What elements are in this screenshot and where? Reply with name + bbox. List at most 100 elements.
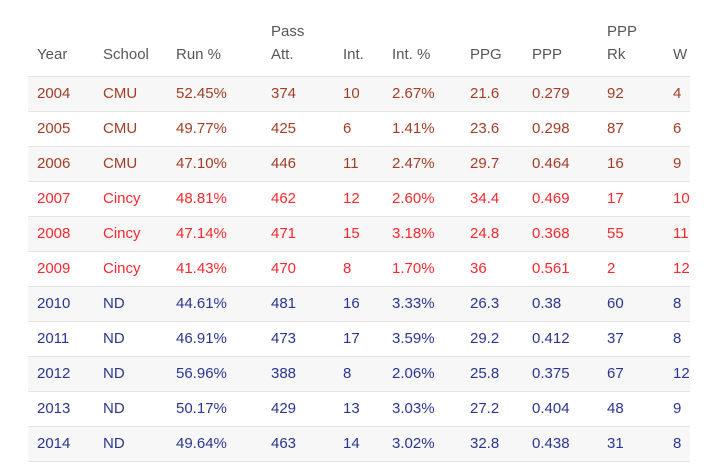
table-cell: 463 [262, 426, 334, 462]
table-cell: 2009 [28, 251, 94, 287]
header-row: Year School Run % Pass Att. Int. Int. % PPG PPP… [28, 20, 690, 77]
column-header: Year [28, 20, 94, 77]
table-cell: 2.60% [383, 181, 461, 217]
table-row: 2011 ND 46.91% 473 17 3.59% 29.2 0.412 37 8 [28, 321, 690, 357]
table-cell: 2004 [28, 76, 94, 112]
table-cell: 0.298 [523, 111, 598, 147]
table-cell: 2012 [28, 356, 94, 392]
table-cell: ND [94, 286, 167, 322]
table-cell: 429 [262, 391, 334, 427]
table-cell: Cincy [94, 251, 167, 287]
table-cell: 2 [598, 251, 664, 287]
table-row: 2009 Cincy 41.43% 470 8 1.70% 36 0.561 2 12 [28, 251, 690, 287]
table-cell: 12 [334, 181, 383, 217]
table-cell: 6 [664, 111, 690, 147]
table-cell: 2011 [28, 321, 94, 357]
table-cell: 10 [664, 181, 690, 217]
table-cell: 2007 [28, 181, 94, 217]
table-cell: 6 [334, 111, 383, 147]
table-cell: 8 [334, 356, 383, 392]
table-row: 2005 CMU 49.77% 425 6 1.41% 23.6 0.298 87 6 [28, 111, 690, 147]
table-cell: 56.96% [167, 356, 262, 392]
table-cell: 60 [598, 286, 664, 322]
table-cell: 36 [461, 251, 523, 287]
table-header: Year School Run % Pass Att. Int. Int. % PPG PPP… [28, 20, 690, 77]
table-cell: 34.4 [461, 181, 523, 217]
table-cell: 0.469 [523, 181, 598, 217]
table-cell: 50.17% [167, 391, 262, 427]
table-cell: 0.368 [523, 216, 598, 252]
table-cell: 29.2 [461, 321, 523, 357]
table-cell: 2.47% [383, 146, 461, 182]
table-row: 2013 ND 50.17% 429 13 3.03% 27.2 0.404 48 9 [28, 391, 690, 427]
table-cell: 48.81% [167, 181, 262, 217]
table-cell: 87 [598, 111, 664, 147]
table-cell: 9 [664, 391, 690, 427]
table-row: 2007 Cincy 48.81% 462 12 2.60% 34.4 0.469 17 10 [28, 181, 690, 217]
table-cell: 9 [664, 146, 690, 182]
table-cell: 92 [598, 76, 664, 112]
table-cell: Cincy [94, 216, 167, 252]
table-cell: 473 [262, 321, 334, 357]
column-header: Int. [334, 20, 383, 77]
table-cell: 2.67% [383, 76, 461, 112]
table-cell: 47.10% [167, 146, 262, 182]
table-cell: 55 [598, 216, 664, 252]
column-header: Int. % [383, 20, 461, 77]
table-cell: 46.91% [167, 321, 262, 357]
table-cell: 0.375 [523, 356, 598, 392]
table-cell: 4 [664, 76, 690, 112]
table-cell: 3.33% [383, 286, 461, 322]
table-cell: Cincy [94, 181, 167, 217]
table-cell: 44.61% [167, 286, 262, 322]
table-cell: CMU [94, 146, 167, 182]
table-cell: 3.59% [383, 321, 461, 357]
table-cell: 0.404 [523, 391, 598, 427]
table-cell: 16 [334, 286, 383, 322]
table-cell: 2005 [28, 111, 94, 147]
table-cell: 388 [262, 356, 334, 392]
table-cell: 0.438 [523, 426, 598, 462]
table-cell: 25.8 [461, 356, 523, 392]
table-cell: 17 [598, 181, 664, 217]
column-header: PPP Rk [598, 20, 664, 77]
table-cell: 3.18% [383, 216, 461, 252]
table-cell: ND [94, 391, 167, 427]
table-cell: 32.8 [461, 426, 523, 462]
table-row: 2004 CMU 52.45% 374 10 2.67% 21.6 0.279 92 4 [28, 76, 690, 112]
table-cell: 12 [664, 251, 690, 287]
table-cell: 49.64% [167, 426, 262, 462]
table-cell: 10 [334, 76, 383, 112]
table-cell: 425 [262, 111, 334, 147]
table-cell: 15 [334, 216, 383, 252]
table-cell: 470 [262, 251, 334, 287]
table-cell: 13 [334, 391, 383, 427]
table-cell: ND [94, 426, 167, 462]
table-cell: 0.38 [523, 286, 598, 322]
table-cell: 3.02% [383, 426, 461, 462]
table-row: 2010 ND 44.61% 481 16 3.33% 26.3 0.38 60 8 [28, 286, 690, 322]
table-cell: 11 [664, 216, 690, 252]
table-cell: 12 [664, 356, 690, 392]
table-cell: ND [94, 321, 167, 357]
table-cell: 471 [262, 216, 334, 252]
table-cell: CMU [94, 76, 167, 112]
table-cell: 0.279 [523, 76, 598, 112]
table-cell: 8 [664, 286, 690, 322]
stats-table: Year School Run % Pass Att. Int. Int. % PPG PPP… [28, 20, 690, 462]
table-cell: 0.561 [523, 251, 598, 287]
table-cell: CMU [94, 111, 167, 147]
column-header: W [664, 20, 690, 77]
column-header: School [94, 20, 167, 77]
table-cell: 8 [664, 321, 690, 357]
column-header: Run % [167, 20, 262, 77]
table-row: 2014 ND 49.64% 463 14 3.02% 32.8 0.438 31 8 [28, 426, 690, 462]
table-cell: 67 [598, 356, 664, 392]
table-cell: 21.6 [461, 76, 523, 112]
table-cell: 14 [334, 426, 383, 462]
table-cell: ND [94, 356, 167, 392]
table-cell: 17 [334, 321, 383, 357]
table-cell: 47.14% [167, 216, 262, 252]
table-cell: 0.412 [523, 321, 598, 357]
table-cell: 11 [334, 146, 383, 182]
